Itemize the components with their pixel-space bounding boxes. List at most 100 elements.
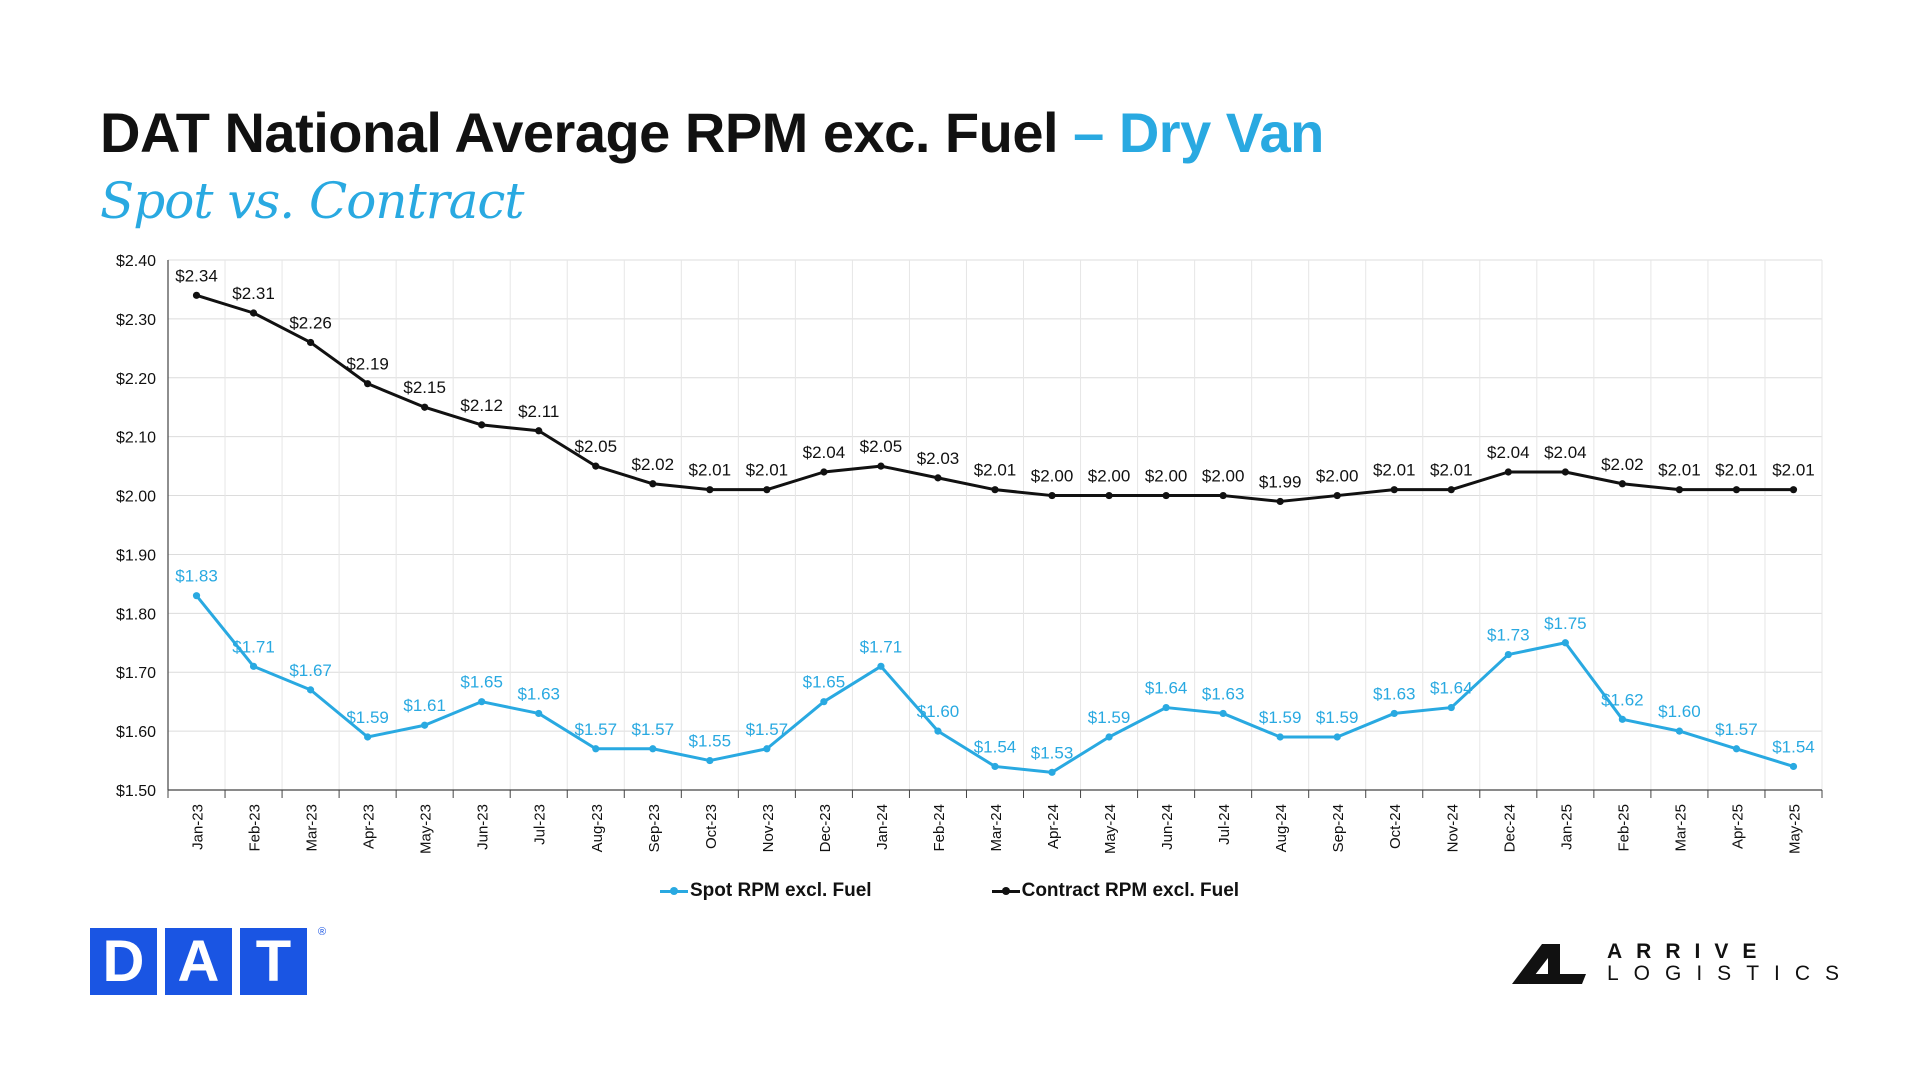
data-point-spot (249, 662, 258, 670)
data-label-spot: $1.64 (1145, 679, 1188, 698)
data-point-contract (478, 421, 486, 429)
x-tick-label: Jun-24 (1159, 804, 1176, 850)
data-point-spot (192, 592, 201, 600)
arrive-logo-line2: LOGISTICS (1607, 962, 1855, 985)
data-point-contract (820, 468, 828, 476)
data-point-spot (763, 745, 771, 753)
data-point-spot (1789, 762, 1798, 771)
data-label-contract: $2.01 (1658, 461, 1701, 480)
data-label-spot: $1.64 (1430, 679, 1473, 698)
data-label-contract: $1.99 (1259, 472, 1302, 491)
data-label-contract: $2.11 (518, 402, 559, 421)
data-point-contract (763, 486, 771, 494)
data-point-spot (1732, 745, 1741, 753)
y-tick-label: $2.30 (116, 312, 156, 329)
legend-item-spot: Spot RPM excl. Fuel (660, 880, 872, 902)
x-tick-label: Jan-24 (874, 804, 891, 850)
data-label-contract: $2.19 (346, 355, 389, 374)
data-point-spot (820, 698, 828, 706)
arrive-logistics-mark-icon (1512, 944, 1586, 984)
data-label-contract: $2.05 (574, 437, 617, 456)
x-tick-label: Sep-24 (1330, 804, 1347, 852)
chart-legend: Spot RPM excl. Fuel Contract RPM excl. F… (660, 880, 1239, 902)
data-point-contract (991, 486, 999, 494)
dat-registered-mark: ® (318, 926, 327, 938)
data-label-spot: $1.59 (1259, 708, 1302, 727)
data-label-spot: $1.71 (232, 637, 275, 656)
data-label-contract: $2.04 (1544, 443, 1587, 462)
data-point-spot (991, 762, 999, 771)
data-point-contract (1333, 491, 1341, 500)
data-point-contract (1048, 491, 1056, 500)
x-tick-label: Oct-23 (703, 804, 720, 849)
data-label-spot: $1.63 (1373, 684, 1416, 703)
y-tick-label: $2.40 (116, 253, 156, 270)
data-point-spot (934, 727, 942, 735)
data-point-spot (1504, 650, 1512, 659)
data-label-contract: $2.01 (746, 461, 789, 480)
x-tick-label: Dec-24 (1501, 804, 1518, 852)
data-label-contract: $2.04 (803, 443, 846, 462)
data-point-contract (1789, 486, 1798, 494)
y-tick-label: $1.80 (116, 606, 156, 623)
data-point-spot (1561, 639, 1569, 647)
x-tick-label: May-24 (1102, 804, 1119, 854)
data-point-spot (877, 662, 885, 670)
x-tick-label: Apr-24 (1045, 804, 1062, 849)
data-label-spot: $1.54 (974, 737, 1017, 756)
data-point-spot (535, 709, 543, 718)
legend-label-contract: Contract RPM excl. Fuel (1021, 880, 1240, 901)
data-point-contract (1732, 486, 1741, 494)
data-label-contract: $2.34 (175, 266, 218, 285)
x-tick-label: Jan-25 (1558, 804, 1575, 850)
chart-title-main: DAT National Average RPM exc. Fuel (100, 101, 1059, 164)
data-label-spot: $1.59 (346, 708, 389, 727)
data-point-contract (592, 462, 600, 470)
data-point-contract (192, 291, 201, 299)
data-label-contract: $2.01 (689, 461, 732, 480)
data-label-spot: $1.63 (1202, 684, 1245, 703)
x-tick-label: May-25 (1786, 804, 1803, 854)
x-tick-label: Jul-23 (532, 804, 549, 845)
arrive-logo-line1: ARRIVE (1607, 940, 1771, 963)
x-tick-label: Dec-23 (817, 804, 834, 852)
x-tick-label: Apr-25 (1729, 804, 1746, 849)
data-label-contract: $2.15 (403, 378, 446, 397)
x-tick-label: Nov-24 (1444, 804, 1461, 852)
data-point-contract (934, 474, 942, 482)
data-label-spot: $1.75 (1544, 614, 1587, 633)
x-tick-label: Jul-24 (1216, 804, 1233, 845)
data-point-spot (1162, 703, 1170, 712)
data-point-spot (478, 698, 486, 706)
data-label-contract: $2.01 (1715, 461, 1758, 480)
y-tick-label: $2.20 (116, 371, 156, 388)
data-point-spot (1219, 709, 1227, 718)
y-tick-label: $2.10 (116, 430, 156, 447)
x-tick-label: Apr-23 (361, 804, 378, 849)
data-label-spot: $1.65 (460, 673, 503, 692)
data-label-spot: $1.53 (1031, 743, 1074, 762)
data-point-spot (1105, 733, 1113, 741)
data-point-spot (1618, 715, 1626, 723)
data-point-contract (1561, 468, 1569, 476)
data-point-contract (1447, 486, 1455, 494)
data-label-spot: $1.65 (803, 673, 846, 692)
data-point-spot (592, 745, 600, 753)
y-tick-label: $1.70 (116, 665, 156, 682)
legend-swatch-spot (660, 884, 688, 898)
x-tick-label: Feb-24 (931, 804, 948, 852)
chart-title: DAT National Average RPM exc. Fuel – Dry… (100, 100, 1324, 165)
data-point-contract (249, 309, 258, 317)
y-tick-label: $1.90 (116, 547, 156, 564)
data-point-spot (1276, 733, 1284, 741)
data-point-contract (877, 462, 885, 470)
data-label-contract: $2.00 (1145, 467, 1188, 486)
x-tick-label: Aug-23 (589, 804, 606, 852)
data-point-spot (421, 721, 429, 729)
data-label-spot: $1.60 (917, 702, 960, 721)
x-tick-label: Feb-23 (247, 804, 264, 852)
data-label-contract: $2.26 (289, 313, 332, 332)
data-point-spot (1048, 768, 1056, 776)
data-label-contract: $2.00 (1316, 467, 1359, 486)
data-label-spot: $1.57 (632, 720, 675, 739)
